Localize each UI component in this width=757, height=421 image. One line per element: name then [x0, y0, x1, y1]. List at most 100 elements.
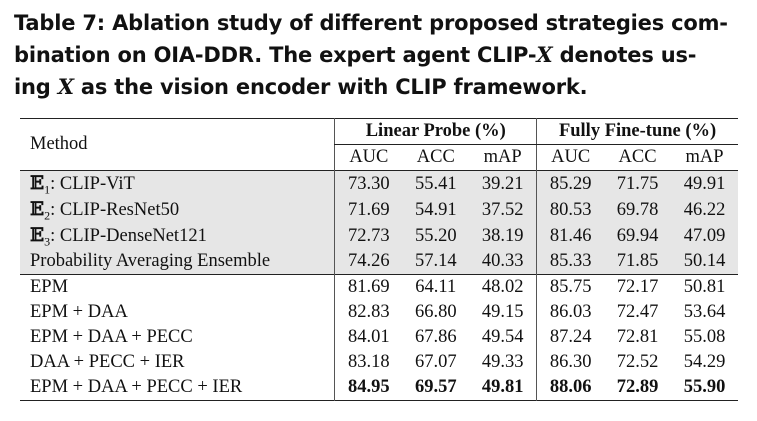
value-cell: 85.33 — [536, 249, 605, 275]
caption-line-1: Table 7: Ablation study of different pro… — [14, 11, 728, 35]
method-name: DAA + PECC + IER — [30, 352, 185, 372]
value-cell: 85.75 — [536, 274, 605, 300]
value-cell: 50.81 — [683, 277, 726, 297]
value-cell: 72.89 — [616, 377, 659, 397]
group-header-linear-probe: Linear Probe (%) — [334, 118, 537, 145]
value-cell: 54.29 — [683, 352, 726, 372]
metric-header: AUC — [536, 144, 605, 171]
value-cell: 67.07 — [414, 352, 457, 372]
table-row: 𝔼2: CLIP-ResNet50 71.69 54.91 37.52 80.53 69.… — [20, 197, 738, 223]
caption-line-3: ing X as the vision encoder with CLIP fr… — [14, 71, 744, 103]
method-name: : CLIP-ResNet50 — [50, 200, 180, 220]
method-name: EPM + DAA + PECC + IER — [30, 377, 243, 397]
value-cell: 72.47 — [616, 302, 659, 322]
expert-symbol: 𝔼 — [30, 225, 45, 246]
value-cell: 85.29 — [536, 170, 605, 197]
value-cell: 38.19 — [469, 223, 537, 249]
expert-symbol: 𝔼 — [30, 173, 45, 194]
method-cell: EPM — [20, 275, 335, 301]
metric-header: mAP — [685, 147, 724, 167]
expert-index: 2 — [44, 208, 51, 223]
caption-symbol-x: X — [536, 42, 553, 67]
value-cell: 83.18 — [334, 350, 403, 375]
method-name: : CLIP-ViT — [50, 174, 135, 194]
value-cell: 46.22 — [671, 197, 738, 223]
expert-index: 3 — [44, 234, 51, 249]
value-cell: 81.46 — [536, 223, 605, 249]
table-row: Probability Averaging Ensemble 74.26 57.14… — [20, 249, 738, 275]
method-cell: EPM + DAA — [20, 300, 335, 325]
value-cell: 86.30 — [536, 350, 605, 375]
value-cell: 66.80 — [414, 302, 457, 322]
table-row: EPM + DAA + PECC 84.01 67.86 49.54 87.24 72.8… — [20, 325, 738, 350]
value-cell: 80.53 — [536, 197, 605, 223]
value-cell: 81.69 — [334, 274, 403, 300]
value-cell: 87.24 — [536, 325, 605, 350]
value-cell: 55.08 — [683, 327, 726, 347]
value-cell: 39.21 — [469, 170, 537, 197]
value-cell: 69.57 — [414, 377, 457, 397]
expert-symbol: 𝔼 — [30, 199, 45, 220]
value-cell: 69.78 — [604, 197, 672, 223]
metric-header: ACC — [618, 147, 657, 167]
ablation-rows: EPM 81.69 64.11 48.02 85.75 72.17 50.81 EPM + D… — [20, 274, 738, 401]
value-cell: 88.06 — [536, 375, 605, 401]
value-cell: 71.75 — [604, 170, 672, 197]
caption-text: bination on OIA-DDR. The expert agent CL… — [14, 43, 537, 67]
value-cell: 54.91 — [402, 197, 470, 223]
value-cell: 55.90 — [683, 377, 726, 397]
table-row: 𝔼1: CLIP-ViT 73.30 55.41 39.21 85.29 71.75 49.… — [20, 170, 738, 197]
value-cell: 49.33 — [481, 352, 524, 372]
value-cell: 74.26 — [334, 249, 403, 275]
value-cell: 73.30 — [334, 170, 403, 197]
value-cell: 64.11 — [415, 277, 457, 297]
value-cell: 49.91 — [671, 170, 738, 197]
value-cell: 49.54 — [481, 327, 524, 347]
value-cell: 53.64 — [683, 302, 726, 322]
table-row: EPM + DAA + PECC + IER 84.95 69.57 49.81 88.… — [20, 375, 738, 401]
method-cell: EPM + DAA + PECC + IER — [20, 375, 335, 401]
metric-header: ACC — [416, 147, 455, 167]
value-cell: 72.73 — [334, 223, 403, 249]
method-cell: 𝔼3: CLIP-DenseNet121 — [20, 223, 335, 249]
method-name: EPM + DAA + PECC — [30, 327, 193, 347]
table-row: EPM 81.69 64.11 48.02 85.75 72.17 50.81 — [20, 274, 738, 301]
value-cell: 57.14 — [402, 249, 470, 275]
value-cell: 84.95 — [334, 375, 403, 401]
method-name: Probability Averaging Ensemble — [30, 251, 271, 271]
method-cell: 𝔼1: CLIP-ViT — [20, 170, 335, 197]
method-name: EPM + DAA — [30, 302, 128, 322]
value-cell: 47.09 — [671, 223, 738, 249]
value-cell: 82.83 — [334, 300, 403, 325]
value-cell: 72.81 — [616, 327, 659, 347]
metric-header: mAP — [483, 147, 522, 167]
caption-line-2: bination on OIA-DDR. The expert agent CL… — [14, 39, 744, 71]
caption-symbol-x: X — [57, 74, 74, 99]
method-name: : CLIP-DenseNet121 — [50, 226, 207, 246]
table-row: DAA + PECC + IER 83.18 67.07 49.33 86.30 72.5… — [20, 350, 738, 375]
group-header-fully-fine-tune: Fully Fine-tune (%) — [536, 118, 738, 145]
ablation-table: Method Linear Probe (%) Fully Fine-tune … — [20, 118, 738, 401]
expert-rows: 𝔼1: CLIP-ViT 73.30 55.41 39.21 85.29 71.75 49.… — [20, 170, 738, 275]
value-cell: 48.02 — [481, 277, 524, 297]
caption-text: ing — [14, 75, 58, 99]
value-cell: 72.17 — [616, 277, 659, 297]
value-cell: 71.85 — [604, 249, 672, 275]
caption-text: as the vision encoder with CLIP framewor… — [73, 75, 588, 99]
value-cell: 55.41 — [402, 170, 470, 197]
method-cell: 𝔼2: CLIP-ResNet50 — [20, 197, 335, 223]
value-cell: 67.86 — [414, 327, 457, 347]
table-row: EPM + DAA 82.83 66.80 49.15 86.03 72.47 53.64 — [20, 300, 738, 325]
method-header: Method — [30, 134, 88, 154]
value-cell: 72.52 — [616, 352, 659, 372]
value-cell: 71.69 — [334, 197, 403, 223]
table-row: 𝔼3: CLIP-DenseNet121 72.73 55.20 38.19 81.46… — [20, 223, 738, 249]
table-caption: Table 7: Ablation study of different pro… — [14, 8, 744, 103]
value-cell: 49.15 — [481, 302, 524, 322]
value-cell: 37.52 — [469, 197, 537, 223]
method-cell: EPM + DAA + PECC — [20, 325, 335, 350]
metric-header: AUC — [334, 144, 403, 171]
value-cell: 86.03 — [536, 300, 605, 325]
value-cell: 84.01 — [334, 325, 403, 350]
expert-index: 1 — [44, 182, 51, 197]
